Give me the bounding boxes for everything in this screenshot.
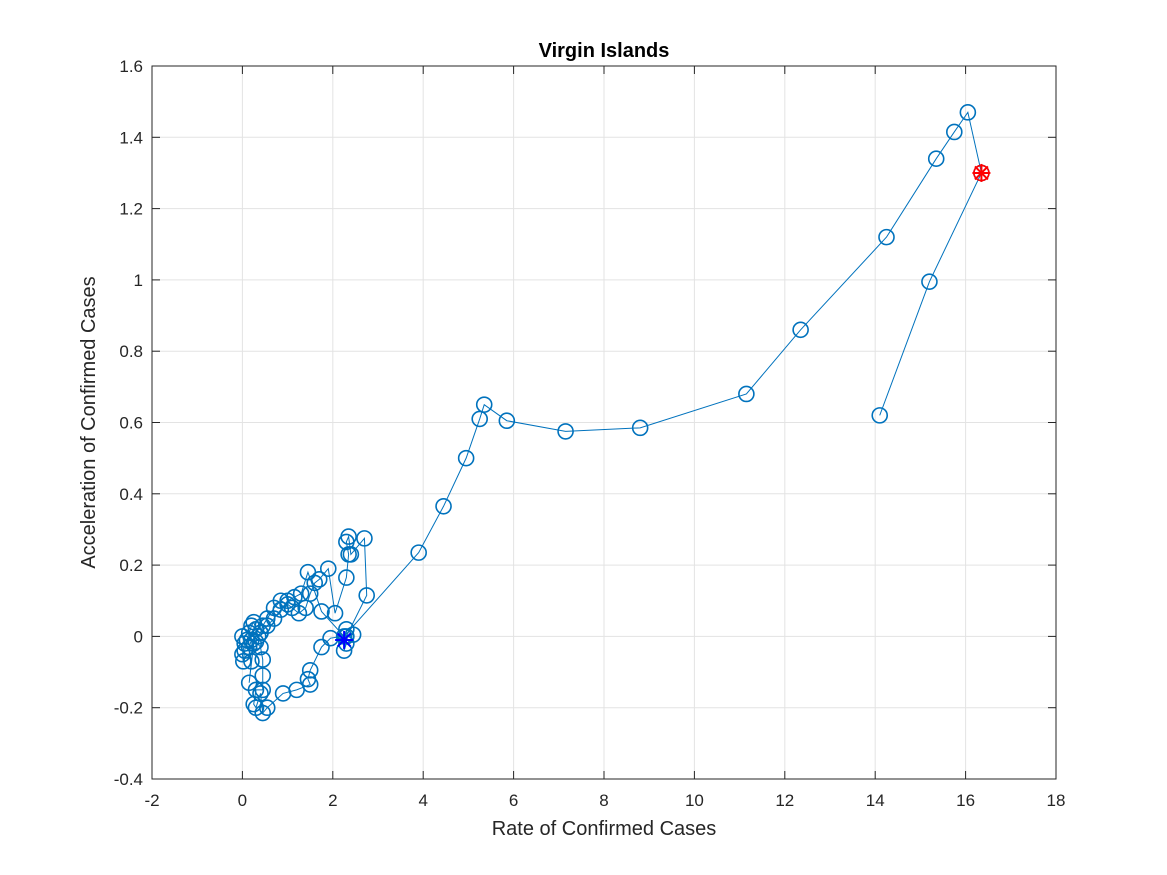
data-point-marker xyxy=(498,412,516,430)
data-point-marker xyxy=(410,544,427,561)
y-tick-label: 1.6 xyxy=(119,57,143,76)
start-marker-stroke xyxy=(336,632,352,648)
data-point-marker xyxy=(292,585,310,602)
data-point-marker xyxy=(326,604,344,622)
y-tick-label: 0.4 xyxy=(119,485,143,504)
data-point-marker xyxy=(340,528,357,545)
y-tick-label: 1 xyxy=(134,271,143,290)
data-point-marker xyxy=(235,653,252,670)
y-tick-label: 0 xyxy=(134,627,143,646)
data-point-marker xyxy=(921,273,938,290)
y-tick-label: 0.6 xyxy=(119,414,143,433)
x-tick-label: 6 xyxy=(509,791,518,810)
data-point-marker xyxy=(475,396,493,413)
series-line xyxy=(241,111,982,715)
data-point-marker xyxy=(254,651,272,668)
data-point-marker xyxy=(313,603,330,620)
end-marker xyxy=(972,163,991,182)
data-point-marker xyxy=(342,546,360,563)
data-point-marker xyxy=(557,423,574,440)
series xyxy=(234,104,991,722)
y-tick-label: -0.2 xyxy=(114,699,143,718)
start-marker xyxy=(335,630,354,649)
y-tick-labels: -0.4 -0.2 0 0.2 0.4 0.6 0.8 1 1.2 1.4 1.6 xyxy=(114,57,143,789)
x-tick-label: 2 xyxy=(328,791,337,810)
data-point-marker xyxy=(457,449,475,467)
data-point-marker xyxy=(247,699,265,717)
data-point-marker xyxy=(240,674,258,692)
end-marker-stroke xyxy=(974,165,989,181)
data-point-marker xyxy=(338,569,355,586)
axes xyxy=(151,65,1057,780)
data-point-marker xyxy=(878,228,895,246)
x-tick-label: 8 xyxy=(599,791,608,810)
axes-box xyxy=(151,65,1057,780)
chart-title: Virgin Islands xyxy=(539,40,670,62)
x-tick-label: 12 xyxy=(775,791,794,810)
data-point-marker xyxy=(435,497,452,515)
x-tick-label: -2 xyxy=(144,791,159,810)
x-tick-label: 16 xyxy=(956,791,975,810)
y-axis-label: Acceleration of Confirmed Cases xyxy=(78,276,100,568)
data-point-marker xyxy=(356,530,373,547)
data-point-marker xyxy=(871,407,889,424)
x-tick-labels: -2 0 2 4 6 8 10 12 14 16 18 xyxy=(144,791,1065,810)
data-point-marker xyxy=(274,685,292,702)
data-point-marker xyxy=(738,385,755,403)
y-tick-label: 0.8 xyxy=(119,342,143,361)
data-point-marker xyxy=(299,563,317,581)
data-point-marker xyxy=(313,638,330,656)
y-tick-label: 0.2 xyxy=(119,556,143,575)
data-point-marker xyxy=(792,321,809,339)
data-point-marker xyxy=(301,585,319,602)
data-point-marker xyxy=(959,104,977,121)
x-tick-label: 10 xyxy=(685,791,704,810)
data-point-marker xyxy=(358,587,376,604)
x-tick-label: 14 xyxy=(866,791,885,810)
data-point-marker xyxy=(927,150,945,167)
data-point-marker xyxy=(254,667,272,684)
y-tick-label: -0.4 xyxy=(114,770,143,789)
y-tick-label: 1.4 xyxy=(119,128,143,147)
y-tick-label: 1.2 xyxy=(119,200,143,219)
data-point-marker xyxy=(945,123,963,141)
data-point-marker xyxy=(344,626,362,643)
data-point-marker xyxy=(243,653,260,670)
x-axis-label: Rate of Confirmed Cases xyxy=(492,818,717,840)
x-tick-label: 18 xyxy=(1047,791,1066,810)
x-tick-label: 0 xyxy=(238,791,247,810)
data-point-marker xyxy=(319,560,337,577)
data-point-marker xyxy=(322,629,339,647)
x-tick-label: 4 xyxy=(418,791,427,810)
data-point-marker xyxy=(631,419,649,437)
